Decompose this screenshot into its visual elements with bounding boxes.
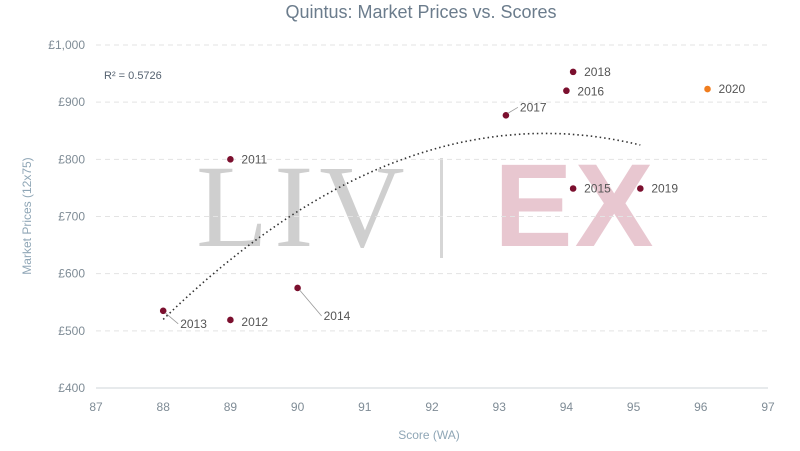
data-point-2014[interactable] [293, 284, 302, 292]
watermark-divider [440, 158, 443, 258]
y-tick-label: £600 [58, 267, 85, 281]
x-tick-label: 94 [560, 400, 574, 414]
data-point-2016[interactable] [562, 86, 571, 95]
y-tick-label: £500 [58, 324, 85, 338]
point-label-2011: 2011 [241, 152, 267, 166]
y-axis-label: Market Prices (12x75) [20, 157, 34, 274]
data-point-2017[interactable] [502, 111, 510, 120]
point-label-2017: 2017 [520, 100, 547, 114]
y-axis-ticks: £400 £500 £600 £700 £800 £900 £1,000 [48, 38, 85, 395]
x-tick-label: 90 [291, 400, 305, 414]
x-tick-label: 97 [761, 400, 775, 414]
data-points: 2011 2012 2013 2014 2015 2016 2017 2018 2019 2020 [159, 65, 746, 331]
watermark-ex-text: EX [494, 140, 655, 272]
x-tick-label: 93 [493, 400, 507, 414]
x-axis-ticks: 87 88 89 90 91 92 93 94 95 96 97 [89, 400, 775, 414]
x-tick-label: 95 [627, 400, 641, 414]
point-label-2020: 2020 [719, 82, 746, 96]
point-label-2018: 2018 [584, 65, 611, 79]
point-label-2014: 2014 [324, 309, 351, 323]
x-tick-label: 91 [358, 400, 372, 414]
data-point-2013[interactable] [159, 306, 168, 315]
point-label-2012: 2012 [241, 315, 268, 329]
r-squared-label: R² = 0.5726 [104, 70, 162, 82]
point-label-2013: 2013 [180, 317, 207, 331]
y-tick-label: £1,000 [48, 38, 85, 52]
x-tick-label: 87 [89, 400, 103, 414]
point-label-2015: 2015 [584, 181, 611, 195]
leader-line [164, 312, 179, 325]
chart-title: Quintus: Market Prices vs. Scores [285, 2, 556, 22]
trendline [162, 132, 641, 320]
data-point-2020[interactable] [703, 85, 712, 93]
gridlines [96, 44, 768, 332]
leader-line [299, 289, 322, 317]
x-tick-label: 89 [224, 400, 238, 414]
y-tick-label: £900 [58, 95, 85, 109]
y-tick-label: £700 [58, 210, 85, 224]
x-axis-label: Score (WA) [398, 428, 460, 442]
y-tick-label: £400 [58, 381, 85, 395]
x-tick-label: 92 [425, 400, 439, 414]
point-label-2019: 2019 [651, 181, 678, 195]
x-tick-label: 88 [157, 400, 171, 414]
data-point-2015[interactable] [569, 184, 578, 193]
point-label-2016: 2016 [577, 85, 604, 99]
data-point-2012[interactable] [226, 316, 235, 324]
y-tick-label: £800 [58, 152, 85, 166]
data-point-2018[interactable] [569, 67, 578, 76]
x-tick-label: 96 [694, 400, 708, 414]
data-point-2011[interactable] [226, 155, 235, 164]
livex-watermark: LIV EX [196, 140, 655, 272]
data-point-2019[interactable] [636, 184, 645, 193]
leader-line [507, 106, 519, 114]
